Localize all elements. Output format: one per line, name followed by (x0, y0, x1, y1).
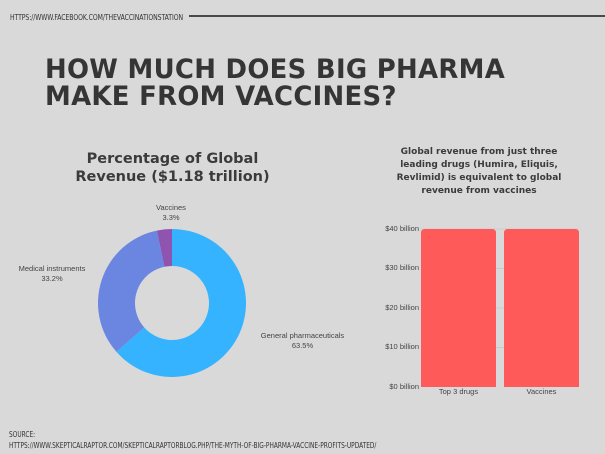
source-citation: SOURCE: HTTPS://WWW.SKEPTICALRAPTOR.COM/… (9, 429, 376, 451)
pie-title-line-1: Percentage of Global (86, 151, 259, 167)
slice-medical-instruments (98, 230, 165, 352)
slice-name: General pharmaceuticals (260, 331, 345, 340)
facebook-url: HTTPS://WWW.FACEBOOK.COM/THEVACCINATIONS… (10, 13, 183, 22)
bar-title-line-2: leading drugs (Humira, Eliquis, (400, 160, 558, 170)
slice-value: 63.5% (291, 341, 314, 350)
bar-title-line-1: Global revenue from just three (400, 147, 558, 157)
pie-chart-title: Percentage of Global Revenue ($1.18 tril… (60, 150, 285, 186)
title-line-1: HOW MUCH DOES BIG PHARMA (45, 54, 506, 85)
y-tick-0: $0 billion (389, 382, 419, 391)
source-url: HTTPS://WWW.SKEPTICALRAPTOR.COM/SKEPTICA… (9, 441, 377, 450)
pie-title-line-2: Revenue ($1.18 trillion) (75, 169, 270, 185)
donut-chart (98, 228, 247, 378)
slice-name: Vaccines (156, 203, 186, 212)
bar-title-line-3: Revlimid) is equivalent to global (396, 173, 562, 183)
bar-top-3-drugs (421, 229, 496, 387)
x-label-vaccines: Vaccines (526, 387, 557, 396)
y-tick-30: $30 billion (385, 263, 419, 272)
slice-label-medical-instruments: Medical instruments 33.2% (2, 264, 102, 284)
header-divider (189, 15, 605, 17)
bar-title-line-4: revenue from vaccines (421, 186, 537, 196)
slice-value: 3.3% (162, 213, 180, 222)
slice-value: 33.2% (41, 274, 63, 283)
slice-label-general-pharmaceuticals: General pharmaceuticals 63.5% (250, 331, 355, 351)
x-label-top-3-drugs: Top 3 drugs (438, 387, 479, 396)
bar-vaccines (504, 229, 579, 387)
slice-name: Medical instruments (18, 264, 86, 273)
title-line-2: MAKE FROM VACCINES? (45, 81, 397, 112)
slice-label-vaccines: Vaccines 3.3% (140, 203, 202, 223)
slice-vaccines (156, 229, 172, 267)
y-tick-20: $20 billion (385, 303, 419, 312)
source-label: SOURCE: (9, 430, 36, 439)
y-tick-40: $40 billion (385, 224, 419, 233)
bar-chart-title: Global revenue from just three leading d… (370, 146, 588, 198)
y-tick-10: $10 billion (385, 342, 419, 351)
page-title: HOW MUCH DOES BIG PHARMA MAKE FROM VACCI… (45, 56, 505, 110)
slice-general-pharmaceuticals (116, 228, 247, 378)
